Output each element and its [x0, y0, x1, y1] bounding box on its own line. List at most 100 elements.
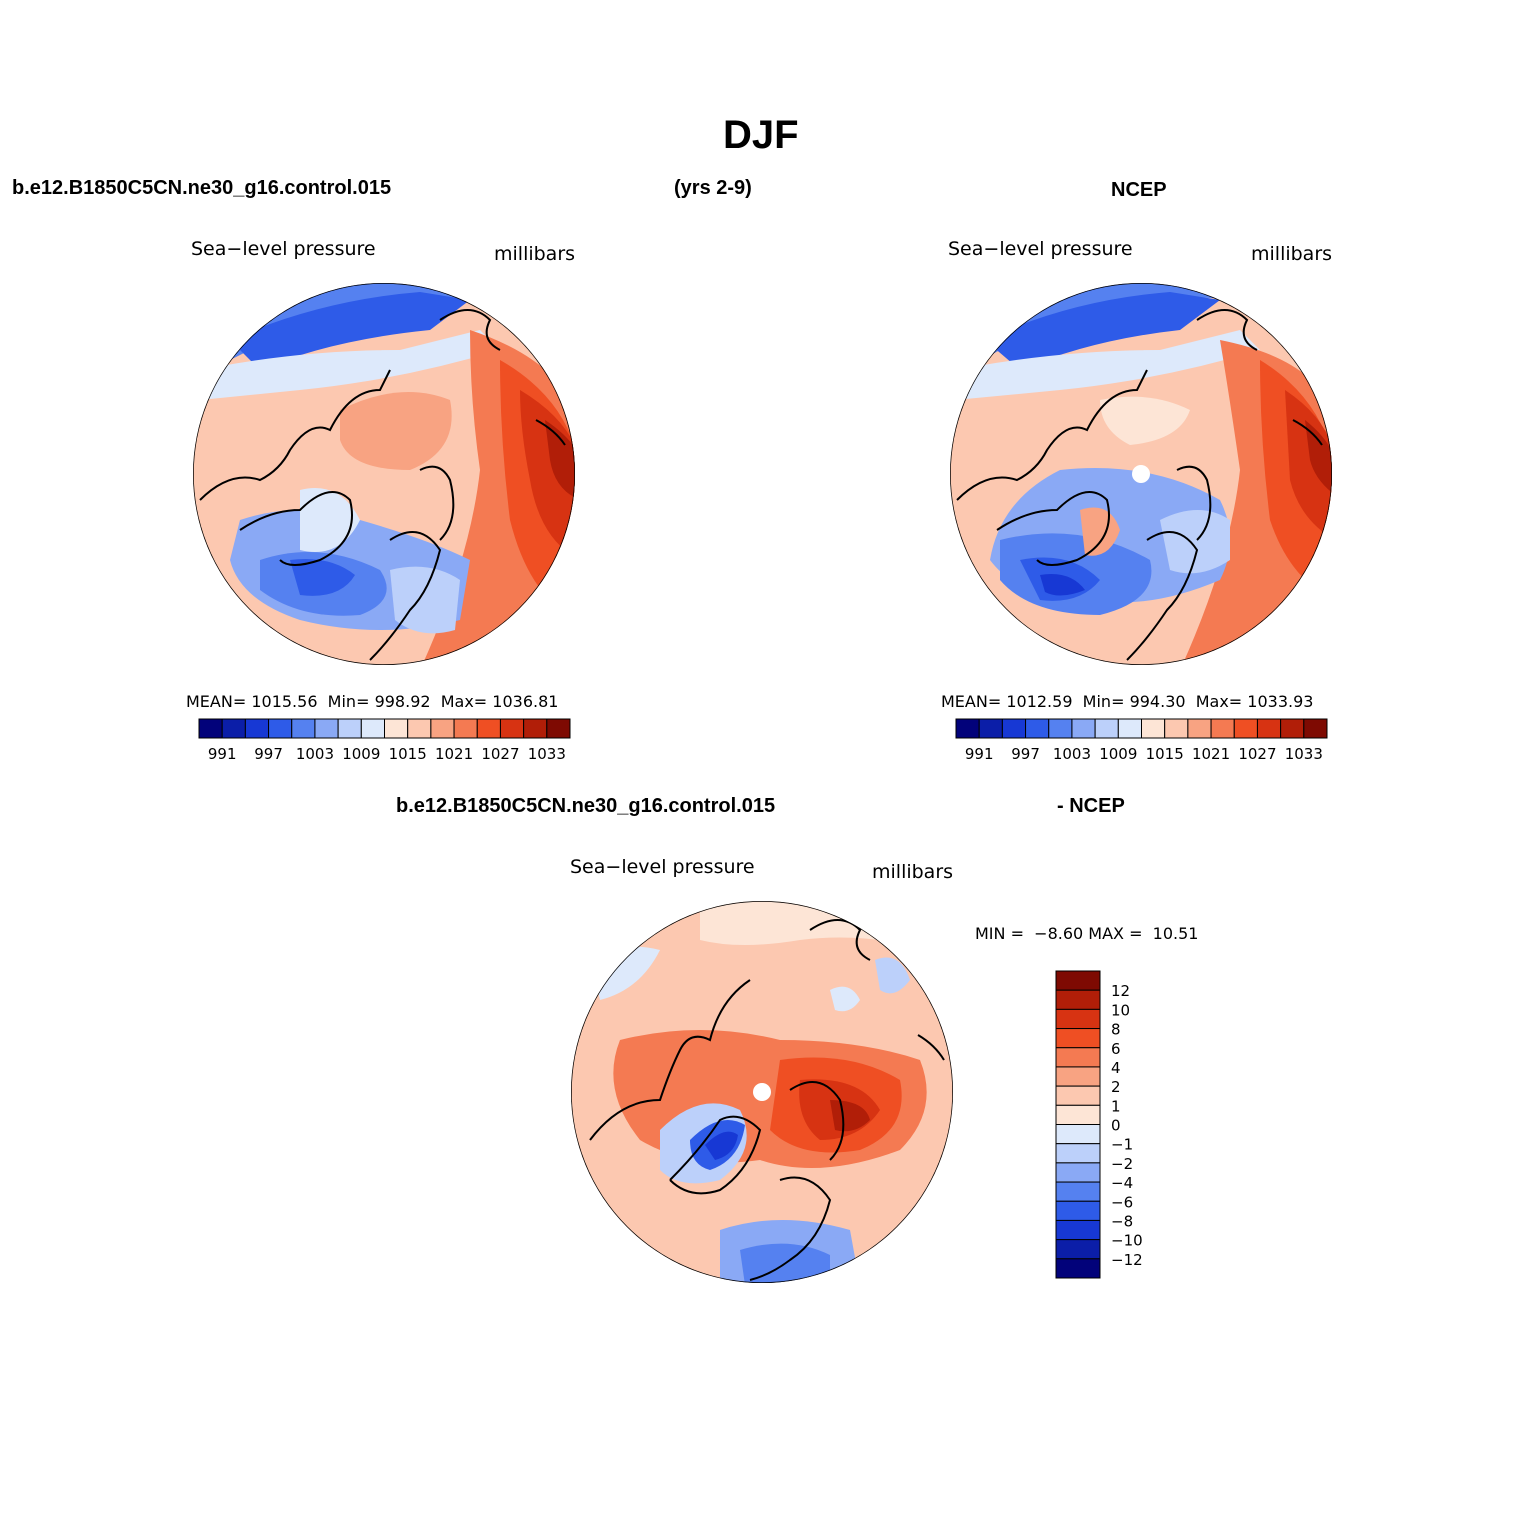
obs-name: NCEP: [1111, 179, 1167, 201]
obs-colorbar-label: 1009: [1099, 745, 1137, 763]
diff-colorbar-label: 2: [1111, 1078, 1121, 1096]
diff-right-title: millibars: [872, 861, 954, 883]
obs-slp-map: [950, 283, 1332, 665]
obs-colorbar: 991 997 1003 1009 1015 1021 1027 1033: [955, 718, 1328, 763]
diff-max-label: MAX =: [1088, 924, 1143, 943]
model-colorbar-box: [360, 718, 385, 739]
obs-colorbar-label: 1027: [1238, 745, 1276, 763]
obs-colorbar-box: [1187, 718, 1212, 739]
obs-max-label: Max=: [1195, 692, 1243, 711]
diff-colorbar-label: 1: [1111, 1097, 1121, 1115]
diff-max-value: 10.51: [1152, 924, 1199, 943]
model-colorbar-label: 1003: [296, 745, 334, 763]
diff-colorbar-label: −6: [1111, 1193, 1133, 1211]
diff-colorbar-box: [1055, 1085, 1101, 1106]
obs-min-label: Min=: [1082, 692, 1125, 711]
diff-colorbar-label: 8: [1111, 1021, 1121, 1039]
model-min-value: 998.92: [374, 692, 431, 711]
diff-colorbar-label: −1: [1111, 1136, 1133, 1154]
diff-colorbar-box: [1055, 1162, 1101, 1183]
diff-colorbar-label: 12: [1111, 982, 1130, 1000]
obs-colorbar-box: [1001, 718, 1027, 739]
model-max-value: 1036.81: [492, 692, 559, 711]
diff-slp-map: [571, 901, 953, 1283]
model-colorbar-box: [337, 718, 362, 739]
diff-colorbar-box: [1055, 1066, 1101, 1087]
diff-colorbar-label: 0: [1111, 1117, 1121, 1135]
case-name: b.e12.B1850C5CN.ne30_g16.control.015: [12, 177, 392, 199]
obs-colorbar-label: 1033: [1285, 745, 1323, 763]
model-colorbar-box: [244, 718, 270, 739]
model-colorbar-label: 991: [208, 745, 237, 763]
diff-obs-name: - NCEP: [1057, 795, 1125, 817]
obs-colorbar-label: 1021: [1192, 745, 1230, 763]
diff-colorbar-label: 6: [1111, 1040, 1121, 1058]
model-colorbar-box: [430, 718, 455, 739]
obs-colorbar-label: 1003: [1053, 745, 1091, 763]
figure-title: DJF: [723, 113, 799, 157]
model-colorbar-label: 1033: [528, 745, 566, 763]
diff-min-value: −8.60: [1034, 924, 1084, 943]
diff-colorbar-box: [1055, 1008, 1101, 1030]
obs-colorbar-box: [1141, 718, 1166, 739]
model-colorbar-box: [221, 718, 246, 739]
diff-case-name: b.e12.B1850C5CN.ne30_g16.control.015: [396, 795, 776, 817]
obs-right-title: millibars: [1251, 243, 1333, 265]
obs-colorbar-box: [1164, 718, 1189, 739]
diff-colorbar-label: −12: [1111, 1251, 1143, 1269]
diff-colorbar-label: 10: [1111, 1001, 1130, 1019]
model-colorbar-box: [314, 718, 339, 739]
model-colorbar-label: 997: [254, 745, 283, 763]
obs-stats: MEAN= 1012.59 Min= 994.30 Max= 1033.93: [941, 692, 1313, 711]
diff-colorbar-label: −8: [1111, 1212, 1133, 1230]
obs-min-value: 994.30: [1129, 692, 1186, 711]
diff-colorbar-box: [1055, 1104, 1101, 1125]
model-colorbar-box: [546, 718, 571, 739]
model-colorbar: 991 997 1003 1009 1015 1021 1027 1033: [198, 718, 571, 763]
obs-colorbar-box: [1210, 718, 1235, 739]
model-colorbar-box: [499, 718, 525, 739]
obs-colorbar-box: [1117, 718, 1142, 739]
diff-left-title: Sea−level pressure: [570, 856, 755, 878]
model-right-title: millibars: [494, 243, 576, 265]
obs-colorbar-box: [1256, 718, 1282, 739]
model-slp-map: [193, 283, 575, 665]
diff-colorbar-box: [1055, 970, 1101, 991]
diff-colorbar-box: [1055, 989, 1101, 1010]
model-colorbar-box: [198, 718, 223, 739]
obs-colorbar-label: 997: [1011, 745, 1040, 763]
diff-stats: MIN = −8.60 MAX = 10.51: [975, 924, 1198, 943]
diff-colorbar-box: [1055, 1047, 1101, 1068]
years-label: (yrs 2-9): [674, 177, 752, 199]
diff-min-label: MIN =: [975, 924, 1024, 943]
obs-colorbar-box: [1025, 718, 1050, 739]
diff-colorbar-box: [1055, 1200, 1101, 1221]
diff-colorbar-label: 4: [1111, 1059, 1121, 1077]
obs-colorbar-box: [1303, 718, 1328, 739]
diff-colorbar-box: [1055, 1219, 1101, 1241]
model-colorbar-box: [291, 718, 316, 739]
model-mean-value: 1015.56: [251, 692, 318, 711]
diff-colorbar-box: [1055, 1258, 1101, 1279]
model-colorbar-box: [523, 718, 548, 739]
obs-colorbar-box: [955, 718, 980, 739]
obs-colorbar-label: 1015: [1146, 745, 1184, 763]
model-max-label: Max=: [440, 692, 488, 711]
model-colorbar-label: 1015: [389, 745, 427, 763]
diff-colorbar-box: [1055, 1239, 1101, 1260]
model-colorbar-box: [407, 718, 432, 739]
model-colorbar-box: [268, 718, 293, 739]
obs-mean-label: MEAN=: [941, 692, 1002, 711]
obs-colorbar-box: [1094, 718, 1119, 739]
model-colorbar-box: [476, 718, 501, 739]
model-colorbar-label: 1027: [481, 745, 519, 763]
obs-colorbar-label: 991: [965, 745, 994, 763]
diff-colorbar-box: [1055, 1143, 1101, 1164]
obs-colorbar-box: [978, 718, 1003, 739]
model-colorbar-box: [384, 718, 409, 739]
model-colorbar-box: [453, 718, 478, 739]
model-stats: MEAN= 1015.56 Min= 998.92 Max= 1036.81: [186, 692, 558, 711]
obs-max-value: 1033.93: [1247, 692, 1314, 711]
model-min-label: Min=: [327, 692, 370, 711]
